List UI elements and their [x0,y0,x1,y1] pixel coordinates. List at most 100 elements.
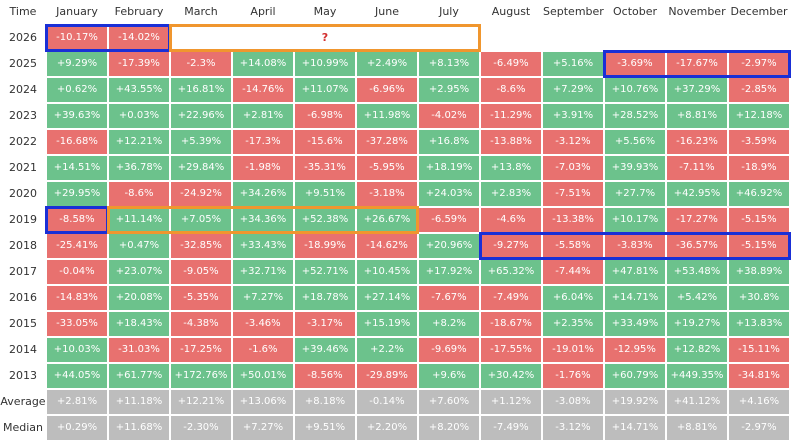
stat-cell: +0.29% [47,416,107,440]
return-cell: +172.76% [171,364,231,388]
return-cell: -10.17% [47,26,107,50]
return-cell: -8.56% [295,364,355,388]
header-month: February [114,5,164,18]
return-cell: +36.78% [109,156,169,180]
return-cell: +34.36% [233,208,293,232]
return-cell: +43.55% [109,78,169,102]
return-cell: +19.27% [667,312,727,336]
stat-cell: -3.12% [543,416,603,440]
return-cell: +5.16% [543,52,603,76]
stat-cell: +12.21% [171,390,231,414]
return-cell: +10.03% [47,338,107,362]
stat-cell: +8.18% [295,390,355,414]
return-cell: +39.93% [605,156,665,180]
return-cell: +29.95% [47,182,107,206]
return-cell: +5.56% [605,130,665,154]
header-month: May [313,5,337,18]
return-cell: +11.98% [357,104,417,128]
return-cell: +2.2% [357,338,417,362]
return-cell: +29.84% [171,156,231,180]
return-cell: +0.47% [109,234,169,258]
row-label: 2019 [9,213,37,226]
return-cell: -15.11% [729,338,789,362]
row-label: Average [0,395,46,408]
return-cell: -3.12% [543,130,603,154]
return-cell: +13.83% [729,312,789,336]
return-cell: +61.77% [109,364,169,388]
return-cell: +5.39% [171,130,231,154]
return-cell: -19.01% [543,338,603,362]
return-cell: -3.17% [295,312,355,336]
return-cell: -5.58% [543,234,603,258]
return-cell: +18.19% [419,156,479,180]
stat-cell: +19.92% [605,390,665,414]
return-cell: +42.95% [667,182,727,206]
row-label: 2016 [9,291,37,304]
return-cell: -9.27% [481,234,541,258]
header-month: September [543,5,604,18]
return-cell: +33.43% [233,234,293,258]
header-month: October [612,5,658,18]
return-cell: -17.27% [667,208,727,232]
return-cell: -13.88% [481,130,541,154]
return-cell: -33.05% [47,312,107,336]
return-cell: +27.7% [605,182,665,206]
return-cell: +9.51% [295,182,355,206]
return-cell: -29.89% [357,364,417,388]
header-month: January [56,5,98,18]
header-month: March [184,5,218,18]
return-cell: +44.05% [47,364,107,388]
row-label: 2023 [9,109,37,122]
return-cell: -1.98% [233,156,293,180]
header-month: April [250,5,276,18]
return-cell: -3.69% [605,52,665,76]
return-cell: -17.3% [233,130,293,154]
return-cell: -31.03% [109,338,169,362]
stat-cell: +4.16% [729,390,789,414]
return-cell: +12.21% [109,130,169,154]
return-cell: -4.02% [419,104,479,128]
row-label: 2020 [9,187,37,200]
return-cell: +8.2% [419,312,479,336]
return-cell: +2.49% [357,52,417,76]
return-cell: +39.63% [47,104,107,128]
header-time: Time [9,5,37,18]
stat-cell: +7.27% [233,416,293,440]
return-cell: +18.78% [295,286,355,310]
return-cell: -1.76% [543,364,603,388]
return-cell: +52.38% [295,208,355,232]
stat-cell: +8.20% [419,416,479,440]
return-cell: +27.14% [357,286,417,310]
return-cell: -16.68% [47,130,107,154]
row-label: 2013 [9,369,37,382]
return-cell: -34.81% [729,364,789,388]
return-cell: +2.83% [481,182,541,206]
return-cell: +14.71% [605,286,665,310]
row-label: 2025 [9,57,37,70]
return-cell: -7.67% [419,286,479,310]
stat-cell: -2.30% [171,416,231,440]
return-cell: +26.67% [357,208,417,232]
header-month: August [491,5,531,18]
return-cell: -17.67% [667,52,727,76]
return-cell: -37.28% [357,130,417,154]
return-cell: -6.59% [419,208,479,232]
return-cell: -5.15% [729,234,789,258]
stat-cell: +11.18% [109,390,169,414]
return-cell: +46.92% [729,182,789,206]
unknown-marker: ? [321,31,329,44]
return-cell: +0.62% [47,78,107,102]
return-cell: +34.26% [233,182,293,206]
return-cell: +16.8% [419,130,479,154]
return-cell: +24.03% [419,182,479,206]
stat-cell: +11.68% [109,416,169,440]
return-cell: -11.29% [481,104,541,128]
stat-cell: +7.60% [419,390,479,414]
return-cell: -2.3% [171,52,231,76]
header-month: July [439,5,459,18]
return-cell: -5.15% [729,208,789,232]
return-cell: +11.14% [109,208,169,232]
return-cell: +10.17% [605,208,665,232]
return-cell: -8.58% [47,208,107,232]
return-cell: +20.08% [109,286,169,310]
